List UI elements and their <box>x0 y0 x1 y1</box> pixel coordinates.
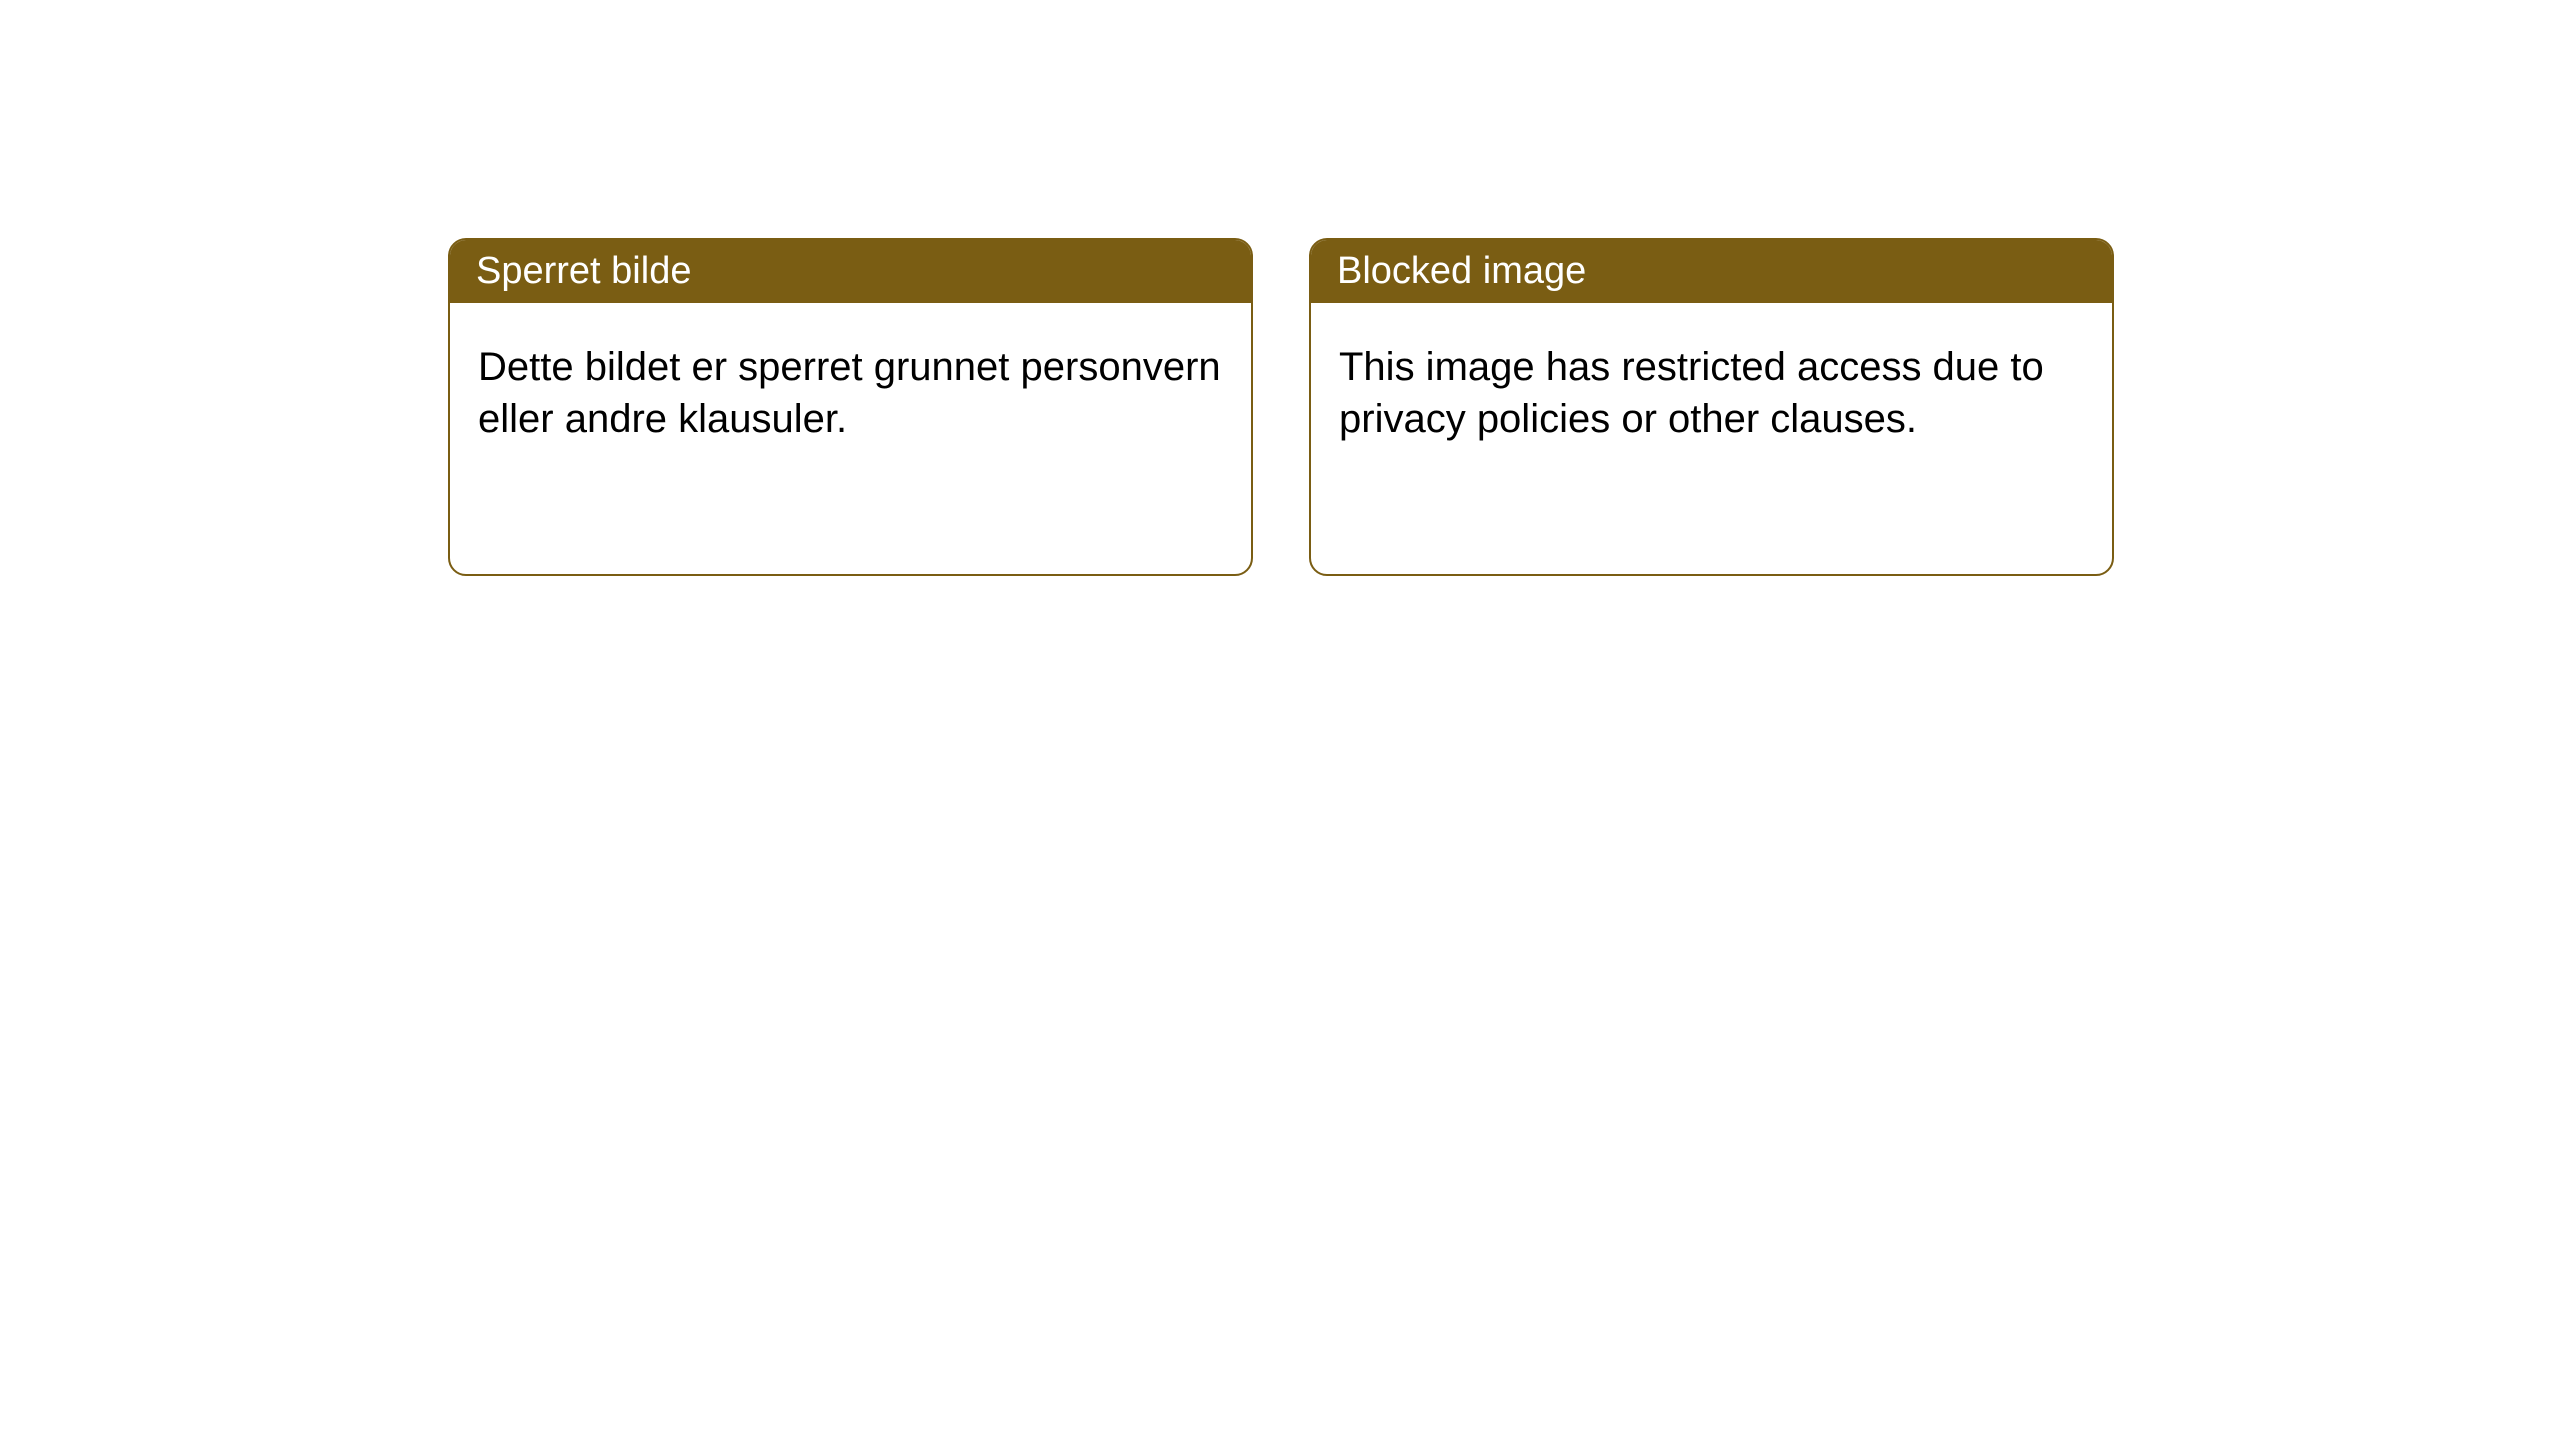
card-body-text: Dette bildet er sperret grunnet personve… <box>478 345 1221 441</box>
notice-card-norwegian: Sperret bilde Dette bildet er sperret gr… <box>448 238 1253 576</box>
card-header-text: Sperret bilde <box>476 250 691 292</box>
card-body: Dette bildet er sperret grunnet personve… <box>450 303 1251 483</box>
card-header: Blocked image <box>1311 240 2112 303</box>
card-header: Sperret bilde <box>450 240 1251 303</box>
card-body: This image has restricted access due to … <box>1311 303 2112 483</box>
notice-card-container: Sperret bilde Dette bildet er sperret gr… <box>0 0 2560 576</box>
notice-card-english: Blocked image This image has restricted … <box>1309 238 2114 576</box>
card-header-text: Blocked image <box>1337 250 1586 292</box>
card-body-text: This image has restricted access due to … <box>1339 345 2044 441</box>
